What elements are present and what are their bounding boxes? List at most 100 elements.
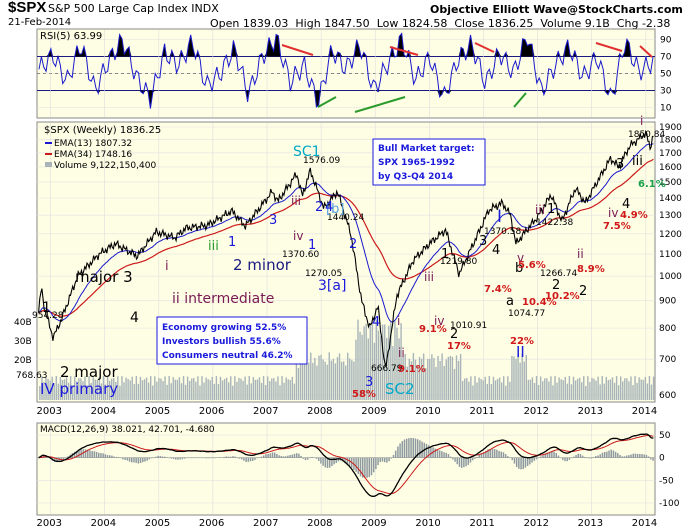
macd-tick-label: -100 [659, 499, 680, 509]
volume-bar [361, 334, 363, 400]
macd-hist-bar [47, 457, 49, 458]
macd-hist-bar [359, 457, 362, 477]
volume-bar [275, 381, 277, 400]
volume-bar [431, 354, 433, 400]
volume-bar [640, 379, 642, 400]
volume-bar [310, 352, 312, 400]
macd-hist-bar [601, 452, 604, 458]
macd-hist-bar [56, 457, 58, 463]
volume-bar [533, 383, 536, 400]
rsi-trendline-green [354, 96, 406, 113]
macd-grid [37, 424, 655, 514]
macd-hist-bar [531, 457, 533, 463]
volume-bar [217, 384, 220, 400]
volume-bar [576, 378, 579, 400]
volume-bar [262, 376, 265, 400]
volume-bar [591, 377, 593, 400]
volume-tick-label: 40B [14, 318, 32, 328]
volume-bar [404, 353, 406, 400]
macd-hist-bar [368, 457, 371, 478]
target-box-frame [372, 138, 486, 186]
macd-panel-frame [36, 422, 656, 516]
macd-hist-bar [122, 457, 124, 460]
macd-hist-bar [557, 455, 560, 458]
volume-bar [104, 384, 107, 400]
year-tick-label: 2013 [578, 406, 603, 417]
macd-hist-bar [109, 455, 111, 458]
rsi-trendline-red [639, 45, 653, 58]
price-label: 1266.74 [540, 269, 577, 279]
volume-bar [131, 376, 133, 400]
macd-hist-bar [282, 456, 285, 458]
volume-bar [476, 382, 478, 400]
macd-hist-bar [133, 457, 135, 463]
macd-hist-bar [128, 457, 131, 462]
macd-hist-bar [566, 457, 568, 462]
wave-label: i [165, 259, 169, 274]
macd-hist-bar [469, 457, 472, 463]
macd-hist-bar [315, 457, 318, 459]
volume-bar [225, 377, 228, 400]
legend-volume: Volume 9,122,150,400 [54, 161, 156, 171]
volume-bar [269, 381, 271, 400]
wave-label: [b] [326, 202, 344, 217]
macd-hist-bar [150, 457, 153, 459]
volume-bar [357, 319, 359, 400]
macd-hist-bar [306, 457, 309, 460]
wave-roman-label: iii [424, 270, 434, 284]
volume-bar [636, 382, 638, 400]
price-label: 1270.05 [305, 269, 342, 279]
macd-hist-bar [518, 457, 520, 469]
macd-hist-bar [592, 457, 595, 458]
macd-hist-bar [397, 446, 399, 458]
sentiment-consumers: Consumers neutral 46.2% [162, 351, 293, 361]
volume-bar [207, 379, 209, 400]
volume-bar [548, 381, 550, 400]
macd-hist-bar [639, 454, 641, 458]
macd-hist-bar [135, 457, 137, 463]
volume-bar [236, 381, 238, 400]
volume-bar [297, 367, 300, 400]
macd-hist-bar [476, 456, 478, 458]
macd-hist-bar [377, 457, 379, 466]
volume-bar [166, 384, 168, 400]
macd-hist-bar [98, 452, 100, 458]
volume-bar [482, 380, 484, 400]
macd-hist-bar [529, 457, 531, 465]
macd-tick-label: 0 [659, 454, 665, 464]
macd-hist-bar [575, 454, 577, 458]
volume-bar [570, 384, 573, 400]
macd-hist-bar [390, 457, 393, 459]
price-tick-label: 1600 [659, 163, 682, 173]
volume-bar [340, 361, 343, 400]
volume-bar [221, 380, 224, 400]
macd-hist-bar [586, 457, 588, 459]
macd-hist-bar [199, 457, 201, 459]
volume-bar [203, 382, 205, 400]
volume-bar [63, 379, 66, 400]
volume-bar [422, 353, 425, 400]
volume-bar [256, 379, 259, 400]
volume-bar [556, 382, 558, 400]
macd-hist-bar [364, 457, 366, 478]
chart-date: 21-Feb-2014 [8, 17, 72, 28]
macd-hist-bar [555, 453, 557, 458]
volume-bar [642, 379, 644, 400]
percent-label: 22% [510, 336, 534, 347]
year-tick-label: 2010 [415, 406, 440, 417]
macd-hist-bar [452, 457, 454, 460]
macd-hist-bar [203, 457, 206, 459]
macd-hist-bar [559, 457, 562, 459]
macd-hist-bar [579, 454, 582, 458]
wave-label: I [497, 207, 502, 227]
macd-hist-bar [610, 449, 612, 458]
volume-bar [381, 324, 384, 400]
price-label: 1010.91 [450, 321, 487, 331]
macd-hist-bar [645, 454, 648, 458]
volume-bar [622, 381, 624, 400]
wave-roman-label: iii [535, 203, 545, 217]
volume-bar [472, 385, 474, 400]
volume-bar [314, 357, 316, 400]
macd-hist-bar [333, 457, 335, 465]
